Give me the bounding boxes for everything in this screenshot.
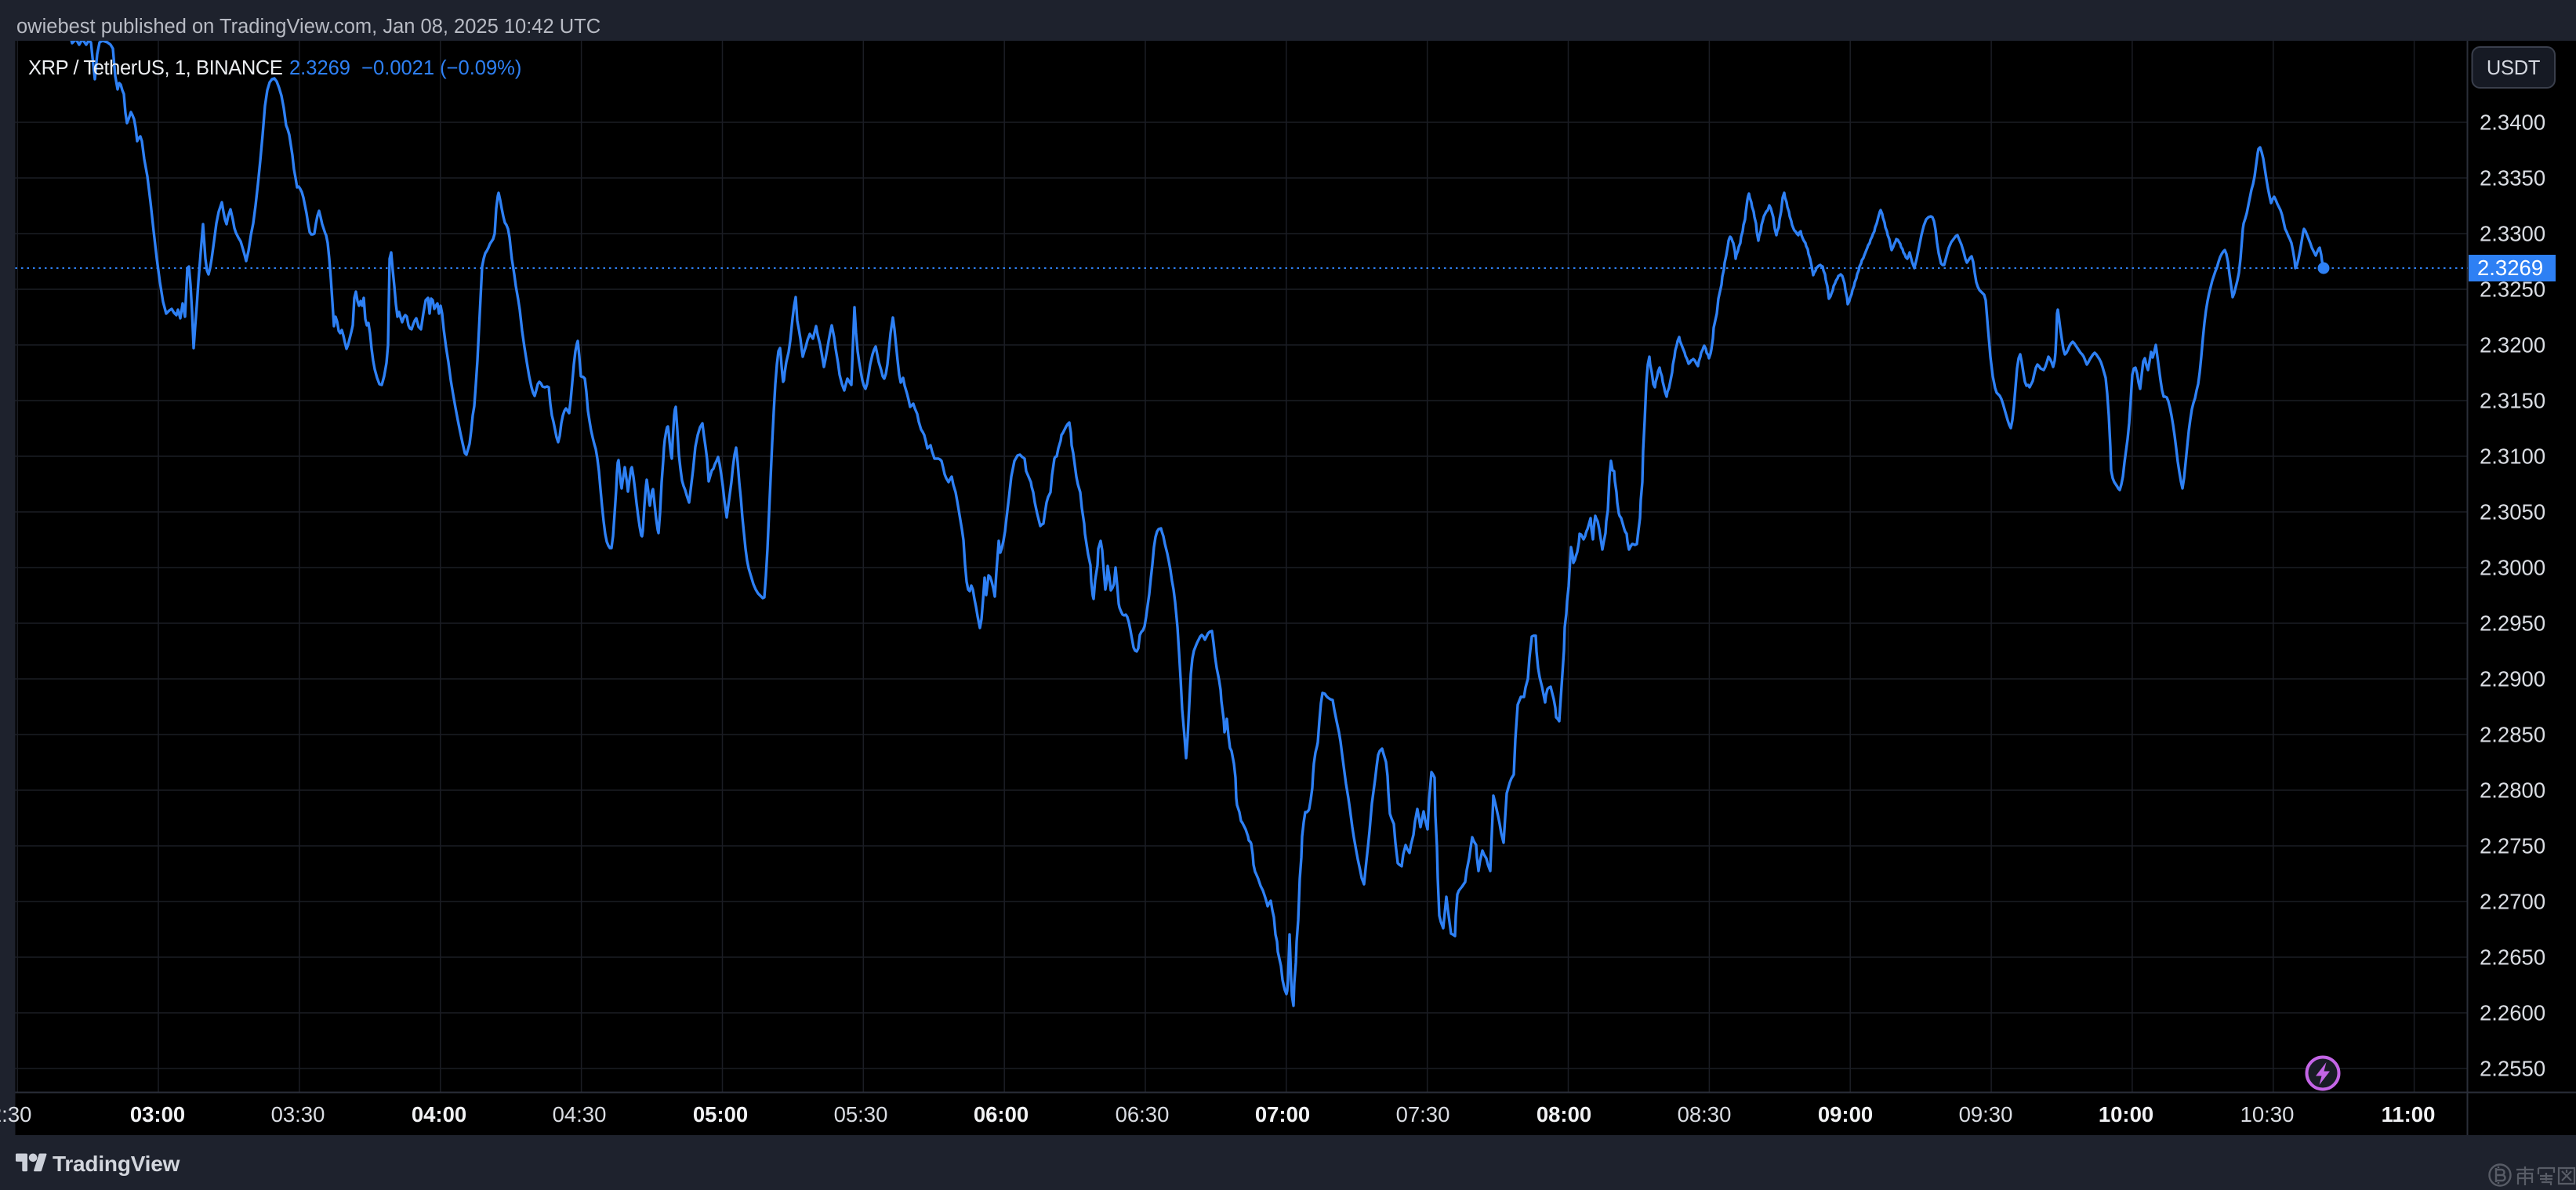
- svg-text:06:00: 06:00: [974, 1102, 1029, 1127]
- svg-text:2.3150: 2.3150: [2480, 389, 2545, 413]
- svg-text:05:30: 05:30: [834, 1102, 888, 1127]
- svg-text:2.2850: 2.2850: [2480, 723, 2545, 747]
- svg-text:USDT: USDT: [2487, 57, 2540, 79]
- svg-text:owiebest published on TradingV: owiebest published on TradingView.com, J…: [16, 16, 600, 38]
- svg-text:03:30: 03:30: [271, 1102, 325, 1127]
- svg-text:2.3050: 2.3050: [2480, 500, 2545, 524]
- svg-text:2.3269: 2.3269: [2477, 256, 2543, 280]
- svg-text:2.3269 −0.0021 (−0.09%): 2.3269 −0.0021 (−0.09%): [289, 57, 521, 79]
- svg-text:2.3100: 2.3100: [2480, 444, 2545, 469]
- svg-text:09:30: 09:30: [1959, 1102, 2013, 1127]
- svg-text:2.3300: 2.3300: [2480, 222, 2545, 246]
- svg-text:06:30: 06:30: [1116, 1102, 1170, 1127]
- svg-text:2.3350: 2.3350: [2480, 166, 2545, 190]
- svg-text:TradingView: TradingView: [53, 1152, 180, 1176]
- svg-text:03:00: 03:00: [130, 1102, 185, 1127]
- svg-text:07:00: 07:00: [1255, 1102, 1310, 1127]
- svg-text:2.3000: 2.3000: [2480, 556, 2545, 580]
- svg-text:2.2950: 2.2950: [2480, 611, 2545, 636]
- svg-text:2.2750: 2.2750: [2480, 834, 2545, 858]
- svg-text:08:30: 08:30: [1678, 1102, 1732, 1127]
- svg-text:2.3200: 2.3200: [2480, 333, 2545, 357]
- svg-text:10:00: 10:00: [2099, 1102, 2153, 1127]
- svg-text:XRP / TetherUS, 1, BINANCE: XRP / TetherUS, 1, BINANCE: [28, 57, 283, 79]
- svg-text:2.3400: 2.3400: [2480, 111, 2545, 135]
- svg-text:2.2900: 2.2900: [2480, 667, 2545, 691]
- svg-text:04:30: 04:30: [553, 1102, 607, 1127]
- svg-text:04:00: 04:00: [412, 1102, 466, 1127]
- svg-text:08:00: 08:00: [1537, 1102, 1591, 1127]
- svg-text:07:30: 07:30: [1396, 1102, 1450, 1127]
- svg-text:2.2600: 2.2600: [2480, 1001, 2545, 1025]
- svg-text:2.2550: 2.2550: [2480, 1057, 2545, 1081]
- svg-text:11:00: 11:00: [2382, 1102, 2436, 1127]
- svg-text:2.2650: 2.2650: [2480, 945, 2545, 970]
- svg-text:2.2800: 2.2800: [2480, 778, 2545, 803]
- svg-text:05:00: 05:00: [693, 1102, 748, 1127]
- svg-text:09:00: 09:00: [1818, 1102, 1873, 1127]
- svg-text:2.2700: 2.2700: [2480, 890, 2545, 914]
- svg-text:10:30: 10:30: [2240, 1102, 2295, 1127]
- svg-text:02:30: 02:30: [0, 1102, 31, 1127]
